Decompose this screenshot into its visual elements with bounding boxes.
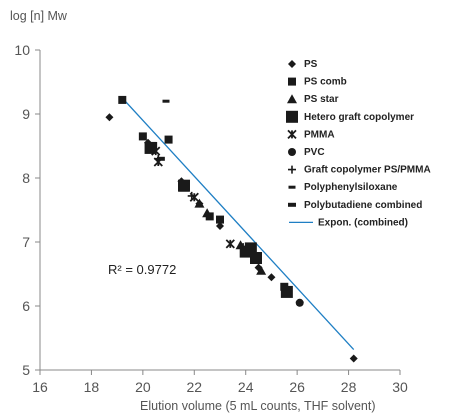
x-axis-label: Elution volume (5 mL counts, THF solvent… [140,399,376,413]
data-point-ps-star [194,198,205,208]
data-point-hetero-graft-copolymer [244,242,257,255]
legend-marker [288,77,296,86]
data-point-ps-star [202,208,213,218]
legend-marker [288,185,296,189]
data-point-ps-comb [118,95,127,104]
legend-label: PS [304,59,318,70]
x-tick-label: 20 [135,379,151,395]
legend-label: Expon. (combined) [318,217,408,228]
y-tick-label: 7 [22,234,30,250]
r-squared-annotation: R² = 0.9772 [108,262,176,277]
legend-marker [288,148,296,156]
y-tick-label: 9 [22,106,30,122]
legend-label: Graft copolymer PS/PMMA [304,165,431,176]
legend-marker [288,60,296,68]
legend-label: Hetero graft copolymer [304,112,414,123]
data-point-graft-copolymer-ps-pmma [239,243,248,252]
data-points [105,95,358,363]
x-axis-ticks: 16 18 20 22 24 26 28 30 [32,370,408,395]
data-point-ps [267,273,276,282]
data-point-ps [105,113,114,122]
data-point-hetero-graft-copolymer [178,179,190,192]
legend-marker [288,202,296,207]
data-point-pmma [225,239,235,249]
legend-label: Polybutadiene combined [304,200,422,211]
legend: PS PS comb PS star Hetero graft copolymer PM… [286,59,431,228]
y-tick-label: 8 [22,170,30,186]
legend-label: PS comb [304,77,347,88]
data-point-ps-comb [164,135,173,144]
legend-marker [287,94,297,104]
legend-marker [286,110,298,123]
data-point-pmma [151,146,161,156]
data-point-ps-comb [216,215,224,224]
data-point-polyphenylsiloxane [162,99,170,103]
legend-label: PVC [304,147,325,158]
x-tick-label: 26 [289,379,305,395]
legend-marker [287,129,297,140]
x-tick-label: 16 [32,379,48,395]
x-tick-label: 18 [84,379,100,395]
x-tick-label: 24 [238,379,254,395]
y-axis-label: log [n] Mw [10,9,68,23]
data-point-polybutadiene-combined [156,156,165,161]
trendline [121,97,355,350]
y-tick-label: 10 [14,42,30,58]
data-point-ps [216,222,224,230]
y-tick-label: 5 [22,362,30,378]
data-point-ps-star [256,265,267,275]
data-point-hetero-graft-copolymer [144,141,157,154]
y-axis-ticks: 5 6 7 8 9 10 [14,42,40,378]
data-point-ps [349,354,358,363]
data-point-hetero-graft-copolymer [250,252,262,264]
y-tick-label: 6 [22,298,30,314]
trendline-path [121,97,355,350]
legend-label: Polyphenylsiloxane [304,182,398,193]
legend-label: PS star [304,94,339,105]
x-tick-label: 22 [186,379,202,395]
legend-marker [288,165,296,174]
x-tick-label: 28 [341,379,357,395]
data-point-graft-copolymer-ps-pmma [187,191,196,200]
data-point-ps-comb [138,132,147,141]
legend-label: PMMA [304,129,335,140]
data-point-pvc [295,298,304,307]
x-tick-label: 30 [392,379,408,395]
data-point-hetero-graft-copolymer [280,285,293,298]
